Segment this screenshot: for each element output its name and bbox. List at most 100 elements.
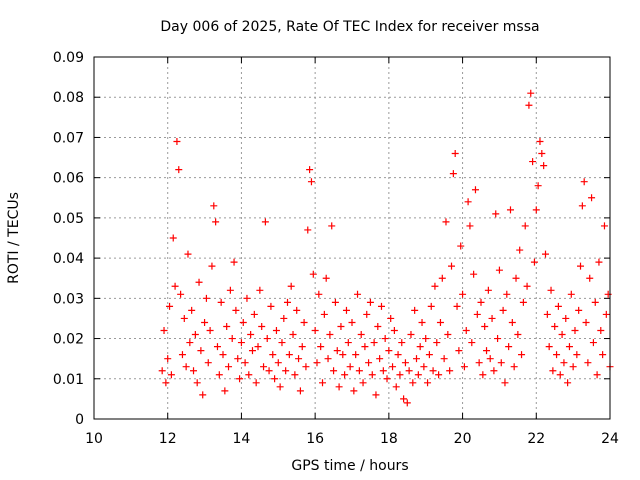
data-point (440, 355, 448, 363)
data-point (199, 391, 207, 399)
data-point (250, 310, 258, 318)
data-point (405, 367, 413, 375)
data-point (215, 371, 223, 379)
data-point (359, 379, 367, 387)
data-point (556, 371, 564, 379)
data-point (322, 274, 330, 282)
data-point (473, 310, 481, 318)
data-point (265, 367, 273, 375)
data-point (202, 294, 210, 302)
data-point (571, 327, 579, 335)
data-point (403, 399, 411, 407)
data-point (261, 218, 269, 226)
data-point (182, 363, 190, 371)
data-point (190, 367, 198, 375)
data-point (573, 351, 581, 359)
data-point (479, 371, 487, 379)
data-point (169, 234, 177, 242)
data-point (575, 306, 583, 314)
data-point (396, 371, 404, 379)
data-point (204, 359, 212, 367)
data-point (335, 383, 343, 391)
data-point (217, 298, 225, 306)
data-point (431, 282, 439, 290)
data-point (446, 367, 454, 375)
x-axis-label: GPS time / hours (291, 458, 408, 474)
chart-title: Day 006 of 2025, Rate Of TEC Index for r… (160, 19, 539, 35)
data-point (354, 290, 362, 298)
data-point (542, 250, 549, 258)
data-point (538, 150, 546, 158)
data-point (344, 339, 352, 347)
data-point (530, 258, 538, 266)
data-point (514, 331, 522, 339)
data-point (333, 347, 341, 355)
data-point (540, 162, 548, 170)
data-point (455, 347, 463, 355)
data-point (508, 318, 516, 326)
data-point (346, 363, 354, 371)
data-point (464, 198, 472, 206)
data-point (254, 343, 262, 351)
data-point (326, 331, 334, 339)
data-point (252, 379, 260, 387)
data-point (167, 371, 175, 379)
data-point (210, 202, 218, 210)
data-point (488, 314, 496, 322)
data-point (477, 298, 485, 306)
data-point (173, 137, 181, 145)
data-point (276, 383, 284, 391)
x-tick-label: 12 (159, 431, 177, 447)
x-tick-label: 14 (233, 431, 251, 447)
x-tick-label: 18 (380, 431, 398, 447)
data-point (413, 355, 420, 363)
data-point (337, 322, 345, 330)
data-point (411, 306, 419, 314)
data-point (236, 375, 244, 383)
data-point (466, 222, 474, 230)
data-point (433, 339, 441, 347)
data-point (470, 270, 478, 278)
data-point (551, 322, 559, 330)
data-point (355, 367, 363, 375)
data-point (471, 186, 479, 194)
data-point (158, 367, 166, 375)
data-point (560, 359, 568, 367)
data-point (595, 258, 603, 266)
data-point (243, 294, 251, 302)
data-point (296, 387, 304, 395)
data-point (448, 262, 456, 270)
data-point (492, 210, 500, 218)
data-point (271, 375, 279, 383)
y-tick-label: 0.09 (53, 50, 84, 66)
data-point (604, 290, 612, 298)
data-point (232, 306, 240, 314)
data-point (490, 367, 498, 375)
data-point (462, 327, 470, 335)
data-point (241, 359, 249, 367)
data-point (374, 322, 382, 330)
data-point (372, 391, 380, 399)
data-point (529, 158, 537, 166)
data-point (193, 379, 201, 387)
y-tick-label: 0.02 (53, 332, 84, 348)
data-point (357, 331, 365, 339)
data-point (339, 351, 347, 359)
data-point (291, 371, 299, 379)
data-point (459, 290, 467, 298)
x-tick-label: 22 (527, 431, 545, 447)
data-point (483, 347, 491, 355)
data-point (212, 218, 220, 226)
data-point (383, 375, 391, 383)
axis-ticks: 0 0.01 0.02 0.03 0.04 0.05 0.06 0.07 0.08 0.09 10 1… (53, 50, 619, 447)
data-point (267, 302, 275, 310)
data-point (319, 379, 327, 387)
data-point (424, 379, 432, 387)
data-point (366, 298, 374, 306)
data-point (160, 327, 168, 335)
data-point (499, 306, 507, 314)
data-point (400, 395, 408, 403)
data-point (171, 282, 179, 290)
data-point (547, 286, 555, 294)
data-point (523, 282, 531, 290)
